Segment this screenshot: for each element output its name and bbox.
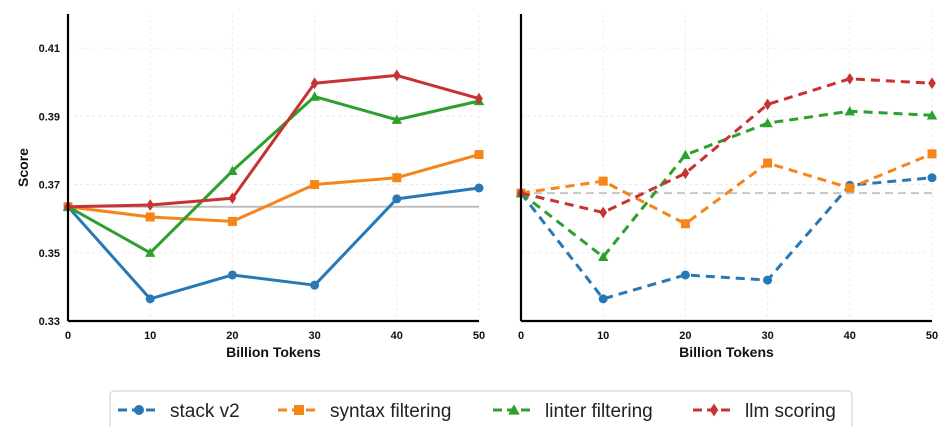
data-point-linter-filtering xyxy=(844,106,855,116)
data-point-syntax-filtering xyxy=(927,149,937,159)
x-axis-label: Billion Tokens xyxy=(679,344,774,360)
x-tick-label: 40 xyxy=(844,330,856,342)
series-line-stack-v2 xyxy=(66,186,480,301)
data-point-llm-scoring xyxy=(599,206,608,219)
legend-marker-diamond-icon xyxy=(709,403,719,417)
data-point-llm-scoring xyxy=(392,69,401,82)
data-point-stack-v2 xyxy=(680,270,690,280)
data-point-linter-filtering xyxy=(145,247,156,257)
data-point-syntax-filtering xyxy=(598,176,608,186)
x-tick-label: 40 xyxy=(391,330,403,342)
data-point-linter-filtering xyxy=(598,251,609,262)
x-tick-label: 30 xyxy=(308,330,320,342)
x-tick-label: 50 xyxy=(926,330,938,342)
data-point-linter-filtering xyxy=(391,114,402,124)
data-point-llm-scoring xyxy=(681,167,690,180)
data-point-syntax-filtering xyxy=(680,219,690,229)
data-point-llm-scoring xyxy=(146,199,155,211)
y-tick-label: 0.39 xyxy=(39,111,60,123)
legend-marker-square-icon xyxy=(294,405,304,415)
data-point-syntax-filtering xyxy=(763,158,773,168)
x-tick-label: 10 xyxy=(597,330,609,342)
data-point-llm-scoring xyxy=(928,77,936,90)
legend-label: llm scoring xyxy=(745,401,836,422)
y-tick-label: 0.33 xyxy=(39,316,60,328)
x-tick-label: 0 xyxy=(65,330,71,342)
data-point-stack-v2 xyxy=(310,280,320,290)
legend-label: stack v2 xyxy=(170,401,240,422)
legend-item-stack-v2: stack v2 xyxy=(118,401,240,422)
data-point-stack-v2 xyxy=(145,294,155,304)
data-point-stack-v2 xyxy=(763,275,773,285)
series-line-syntax-filtering xyxy=(67,153,480,223)
data-point-llm-scoring xyxy=(845,72,854,85)
series-line-llm-scoring xyxy=(520,77,933,215)
legend-item-llm-scoring: llm scoring xyxy=(693,401,836,422)
x-tick-label: 20 xyxy=(226,330,238,342)
data-point-llm-scoring xyxy=(763,98,772,111)
data-point-linter-filtering xyxy=(227,165,238,176)
data-point-llm-scoring xyxy=(310,77,319,90)
data-point-linter-filtering xyxy=(309,91,320,101)
legend-box xyxy=(109,390,853,427)
x-tick-label: 20 xyxy=(679,330,691,342)
x-tick-label: 50 xyxy=(473,330,485,342)
legend-label: syntax filtering xyxy=(330,401,451,422)
data-point-stack-v2 xyxy=(474,183,484,193)
data-point-linter-filtering xyxy=(762,117,773,128)
data-point-syntax-filtering xyxy=(474,150,484,160)
legend-marker-triangle-icon xyxy=(508,404,520,415)
data-point-stack-v2 xyxy=(227,270,237,280)
data-point-stack-v2 xyxy=(598,294,608,304)
x-tick-label: 10 xyxy=(144,330,156,342)
y-axis-label: Score xyxy=(15,148,31,187)
data-point-syntax-filtering xyxy=(310,180,320,190)
x-tick-label: 30 xyxy=(761,330,773,342)
legend-item-syntax-filtering: syntax filtering xyxy=(278,401,451,422)
series-line-stack-v2 xyxy=(519,176,933,301)
y-tick-label: 0.41 xyxy=(39,43,60,55)
data-point-llm-scoring xyxy=(228,192,237,205)
data-point-stack-v2 xyxy=(392,194,402,204)
series-line-syntax-filtering xyxy=(520,152,933,226)
series-line-linter-filtering xyxy=(67,95,480,255)
data-point-stack-v2 xyxy=(927,173,937,183)
panel-right: 0 10 20 30 40 50 Billion Tokens xyxy=(515,14,938,360)
legend-item-linter-filtering: linter filtering xyxy=(493,401,653,422)
panel-left: 0 10 20 30 40 50 Billion Tokens 0.33 0.35 0.37 0.3… xyxy=(15,14,485,360)
data-point-syntax-filtering xyxy=(145,212,155,222)
legend: stack v2 syntax filtering linter filtering… xyxy=(109,390,853,427)
x-axis-label: Billion Tokens xyxy=(226,344,321,360)
series-line-llm-scoring xyxy=(67,73,480,209)
data-point-linter-filtering xyxy=(926,110,938,120)
legend-label: linter filtering xyxy=(545,401,653,422)
x-tick-label: 0 xyxy=(518,330,524,342)
data-point-linter-filtering xyxy=(680,149,691,160)
data-point-syntax-filtering xyxy=(845,183,855,193)
data-point-syntax-filtering xyxy=(227,216,237,226)
legend-marker-circle-icon xyxy=(134,405,144,415)
y-tick-label: 0.37 xyxy=(39,180,60,192)
data-point-llm-scoring xyxy=(475,92,483,105)
data-point-syntax-filtering xyxy=(392,173,402,183)
y-tick-label: 0.35 xyxy=(39,248,60,260)
